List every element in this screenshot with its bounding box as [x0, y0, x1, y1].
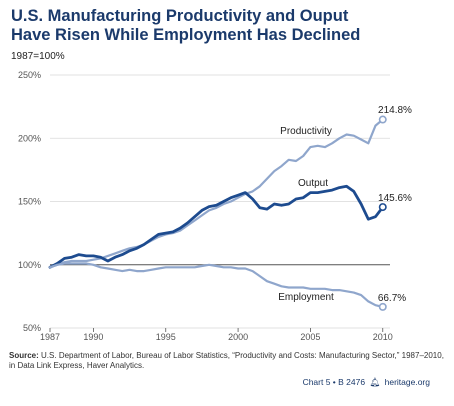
- x-tick-label: 2005: [300, 332, 320, 342]
- liberty-bell-icon: 🔔︎: [369, 377, 381, 387]
- footer-chart-id: Chart 5 • B 2476: [302, 377, 366, 387]
- series-lines: [48, 115, 387, 311]
- chart-title: U.S. Manufacturing Productivity and Oupu…: [11, 7, 441, 45]
- chart-title-line-1: U.S. Manufacturing Productivity and Oupu…: [11, 7, 349, 25]
- output-line: [48, 184, 385, 269]
- productivity-series-label: Productivity: [280, 126, 332, 137]
- y-tick-label: 50%: [23, 323, 41, 333]
- y-tick-label: 150%: [18, 197, 41, 207]
- grid: [50, 74, 390, 329]
- x-tick-label: 2000: [228, 332, 248, 342]
- y-tick-label: 200%: [18, 133, 41, 143]
- chart-subtitle: 1987=100%: [11, 51, 65, 62]
- employment-series-label: Employment: [278, 292, 334, 303]
- x-tick-label: 1990: [83, 332, 103, 342]
- productivity-end-marker: [378, 115, 387, 124]
- productivity-line: [48, 118, 384, 269]
- source-label: Source:: [9, 351, 39, 360]
- source-text: U.S. Department of Labor, Bureau of Labo…: [9, 351, 444, 370]
- chart-title-line-2: Have Risen While Employment Has Declined: [11, 26, 361, 44]
- x-tick-label: 1987: [40, 332, 60, 342]
- series-labels: Productivity 214.8% Output 145.6% Employment…: [278, 105, 412, 304]
- x-tick-label: 2010: [373, 332, 393, 342]
- x-tick-label: 1995: [156, 332, 176, 342]
- employment-end-marker: [378, 302, 387, 311]
- productivity-end-value-label: 214.8%: [378, 105, 412, 116]
- axis-ticks: 50% 100% 150% 200% 250% 1987 1990 1995 2000 2005 2…: [18, 70, 393, 342]
- output-end-marker: [378, 203, 387, 212]
- output-end-value-label: 145.6%: [378, 193, 412, 204]
- footer-site: heritage.org: [384, 377, 430, 387]
- employment-end-value-label: 66.7%: [378, 293, 406, 304]
- output-series-label: Output: [298, 178, 328, 189]
- y-tick-label: 100%: [18, 260, 41, 270]
- footer-credit: Chart 5 • B 2476 🔔︎ heritage.org: [303, 377, 430, 388]
- employment-line: [48, 262, 384, 308]
- y-tick-label: 250%: [18, 70, 41, 80]
- source-note: Source: U.S. Department of Labor, Bureau…: [9, 351, 445, 371]
